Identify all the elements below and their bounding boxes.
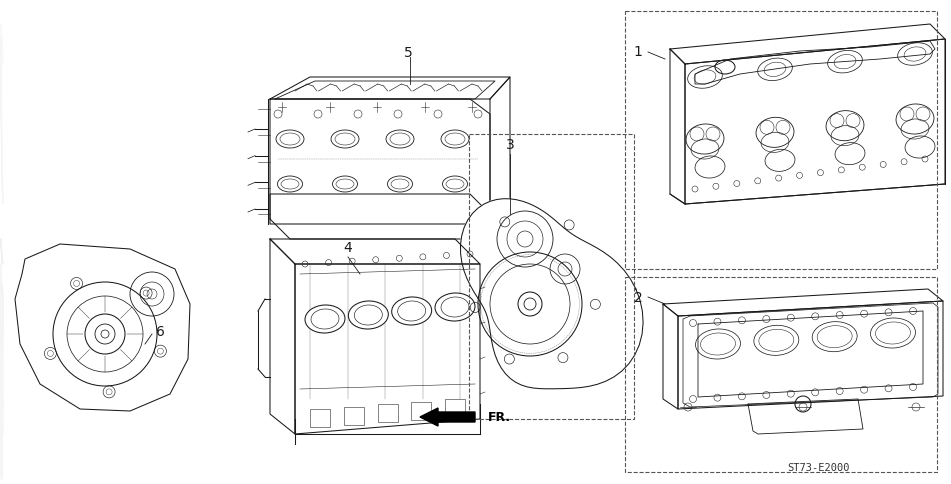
Ellipse shape: [305, 305, 345, 333]
Polygon shape: [0, 294, 3, 479]
Polygon shape: [15, 244, 190, 411]
Polygon shape: [0, 289, 3, 317]
Ellipse shape: [870, 318, 916, 348]
Text: 3: 3: [506, 138, 514, 151]
Polygon shape: [0, 82, 3, 100]
Bar: [469, 135, 634, 419]
Text: 5: 5: [403, 46, 413, 60]
Polygon shape: [0, 274, 3, 484]
Text: 6: 6: [156, 324, 165, 338]
Polygon shape: [460, 199, 643, 389]
Polygon shape: [0, 264, 3, 434]
Ellipse shape: [695, 329, 741, 359]
Bar: [625, 12, 937, 270]
Text: 4: 4: [343, 241, 353, 255]
FancyArrow shape: [420, 408, 475, 426]
Text: 1: 1: [633, 45, 643, 59]
Polygon shape: [0, 40, 3, 205]
Bar: [378, 404, 398, 422]
Text: ST73-E2000: ST73-E2000: [786, 462, 849, 472]
Text: 2: 2: [633, 290, 642, 304]
Bar: [343, 407, 363, 424]
Polygon shape: [0, 25, 3, 65]
Ellipse shape: [754, 326, 799, 356]
Text: FR.: FR.: [488, 410, 511, 424]
Bar: [310, 409, 330, 427]
Bar: [445, 399, 465, 417]
Polygon shape: [0, 302, 3, 409]
Polygon shape: [0, 240, 3, 264]
Ellipse shape: [812, 322, 857, 352]
Ellipse shape: [392, 297, 432, 325]
Bar: [411, 402, 431, 420]
Polygon shape: [0, 270, 3, 479]
Ellipse shape: [348, 302, 388, 329]
Ellipse shape: [435, 293, 475, 321]
Bar: [625, 277, 937, 472]
